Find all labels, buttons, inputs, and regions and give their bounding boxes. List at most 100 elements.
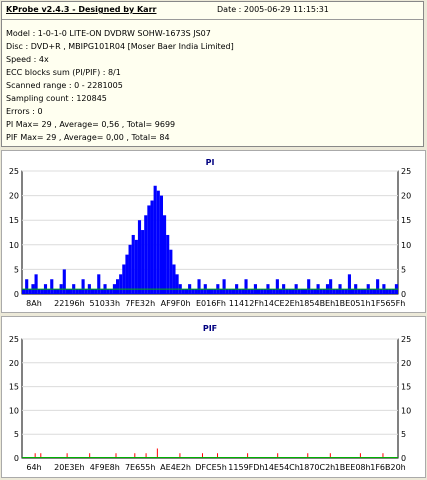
pif-xtick: 20E3Eh	[54, 463, 84, 472]
pi-bar	[391, 289, 395, 294]
pi-bar	[310, 289, 314, 294]
pi-bar	[351, 289, 355, 294]
pi-bar	[360, 289, 364, 294]
pi-bar	[272, 289, 276, 294]
pif-xtick: 1BEE08h	[335, 463, 371, 472]
pi-xtick: 22196h	[54, 299, 85, 308]
pif-ytick-right: 5	[401, 430, 406, 439]
pi-xtick: AF9F0h	[161, 299, 191, 308]
pi-bar	[156, 190, 160, 294]
pi-ytick-left: 0	[14, 290, 19, 299]
pi-bar	[169, 249, 173, 294]
pi-bar	[269, 289, 273, 294]
pi-bar	[69, 289, 73, 294]
pif-ytick-left: 20	[9, 359, 19, 368]
pif-xtick: 1F6B20h	[370, 463, 406, 472]
pi-bar	[388, 289, 392, 294]
pi-bar	[147, 205, 151, 294]
pi-bar	[175, 274, 179, 294]
pi-bar	[22, 289, 26, 294]
pi-bar	[228, 289, 232, 294]
info-ecc: ECC blocks sum (PI/PIF) : 8/1	[6, 68, 121, 77]
pi-bar	[150, 200, 154, 294]
pif-ytick-right: 10	[401, 406, 411, 415]
pi-bar	[56, 289, 60, 294]
pi-bar	[97, 274, 101, 294]
pi-ytick-left: 20	[9, 192, 19, 201]
pi-ytick-right: 10	[401, 241, 411, 250]
pif-ytick-left: 10	[9, 406, 19, 415]
pif-chart: PIF 0 0 5 5 10 10 15 15 20 20 25 25 64h 20E3Eh 4F9E8h 7E…	[9, 324, 411, 472]
pi-xtick: 11412Fh	[229, 299, 264, 308]
pi-bar	[247, 289, 251, 294]
info-disc: Disc : DVD+R , MBIPG101R04 [Moser Baer I…	[6, 42, 234, 51]
info-scanned-range: Scanned range : 0 - 2281005	[6, 81, 123, 90]
pi-ytick-left: 25	[9, 167, 19, 176]
pi-bar	[335, 289, 339, 294]
pi-bar	[116, 279, 120, 294]
pi-bar	[128, 244, 132, 294]
info-pif-stats: PIF Max= 29 , Average= 0,00 , Total= 84	[6, 133, 170, 142]
pi-bar	[307, 279, 311, 294]
pif-ytick-right: 0	[401, 454, 406, 463]
pi-bar	[34, 274, 38, 294]
pi-bar	[385, 289, 389, 294]
pif-ytick-right: 20	[401, 359, 411, 368]
pi-xtick: 8Ah	[26, 299, 42, 308]
pi-bar	[159, 195, 163, 294]
pi-chart-panel: PI 0 0 5 5 10 10 15 15 20 20 25 25 8Ah 22196h 51033h 7FE…	[1, 150, 426, 313]
pi-bar	[285, 289, 289, 294]
pi-ytick-left: 15	[9, 216, 19, 225]
pi-bar	[291, 289, 295, 294]
pif-xtick: 14E54Ch	[264, 463, 300, 472]
pi-bar	[90, 289, 95, 294]
pi-bar	[78, 289, 82, 294]
app-title: KProbe v2.4.3 - Designed by Karr	[6, 5, 157, 14]
pi-bar	[122, 264, 126, 294]
pi-bar	[300, 289, 304, 294]
pi-bar	[119, 274, 123, 294]
pi-bar	[275, 279, 279, 294]
pi-ytick-left: 5	[14, 265, 19, 274]
pi-bar	[137, 220, 142, 294]
pif-xtick: AE4E2h	[160, 463, 191, 472]
pi-bar	[47, 289, 51, 294]
pi-xtick: 1F565Fh	[371, 299, 406, 308]
pif-chart-panel: PIF 0 0 5 5 10 10 15 15 20 20 25 25 64h 20E3Eh 4F9E8h 7E…	[1, 316, 426, 478]
pi-bar	[28, 289, 32, 294]
pi-bar	[369, 289, 373, 294]
pi-bar	[94, 289, 98, 294]
pi-bar	[194, 289, 198, 294]
pi-bar	[37, 289, 41, 294]
pi-ytick-right: 5	[401, 265, 406, 274]
pi-bar	[238, 289, 242, 294]
pi-bar	[81, 279, 85, 294]
pi-bar	[25, 279, 29, 294]
pif-xtick: 7E655h	[125, 463, 155, 472]
pif-xtick: 4F9E8h	[90, 463, 120, 472]
pi-bar	[141, 230, 145, 294]
pi-bar	[53, 289, 57, 294]
pif-ytick-left: 15	[9, 383, 19, 392]
pi-bar	[200, 289, 204, 294]
pi-bar	[166, 234, 170, 294]
pi-xtick: 1BE051h	[335, 299, 371, 308]
info-model: Model : 1-0-1-0 LITE-ON DVDRW SOHW-1673S…	[6, 29, 211, 38]
pi-bar	[213, 289, 217, 294]
info-pi-stats: PI Max= 29 , Average= 0,56 , Total= 9699	[6, 120, 176, 129]
pi-bar	[313, 289, 317, 294]
pi-bar	[131, 234, 135, 294]
pi-bar	[191, 289, 195, 294]
pi-bar	[210, 289, 214, 294]
pif-ytick-right: 25	[401, 335, 411, 344]
header-divider	[2, 19, 423, 20]
pif-ytick-right: 15	[401, 383, 411, 392]
pi-bar	[344, 289, 348, 294]
pif-ytick-left: 25	[9, 335, 19, 344]
pi-bar	[84, 289, 88, 294]
pi-bar	[109, 289, 113, 294]
pi-plot-area	[21, 170, 399, 295]
info-speed: Speed : 4x	[6, 55, 49, 64]
pif-xtick: DFCE5h	[195, 463, 227, 472]
pi-bar	[379, 289, 383, 294]
